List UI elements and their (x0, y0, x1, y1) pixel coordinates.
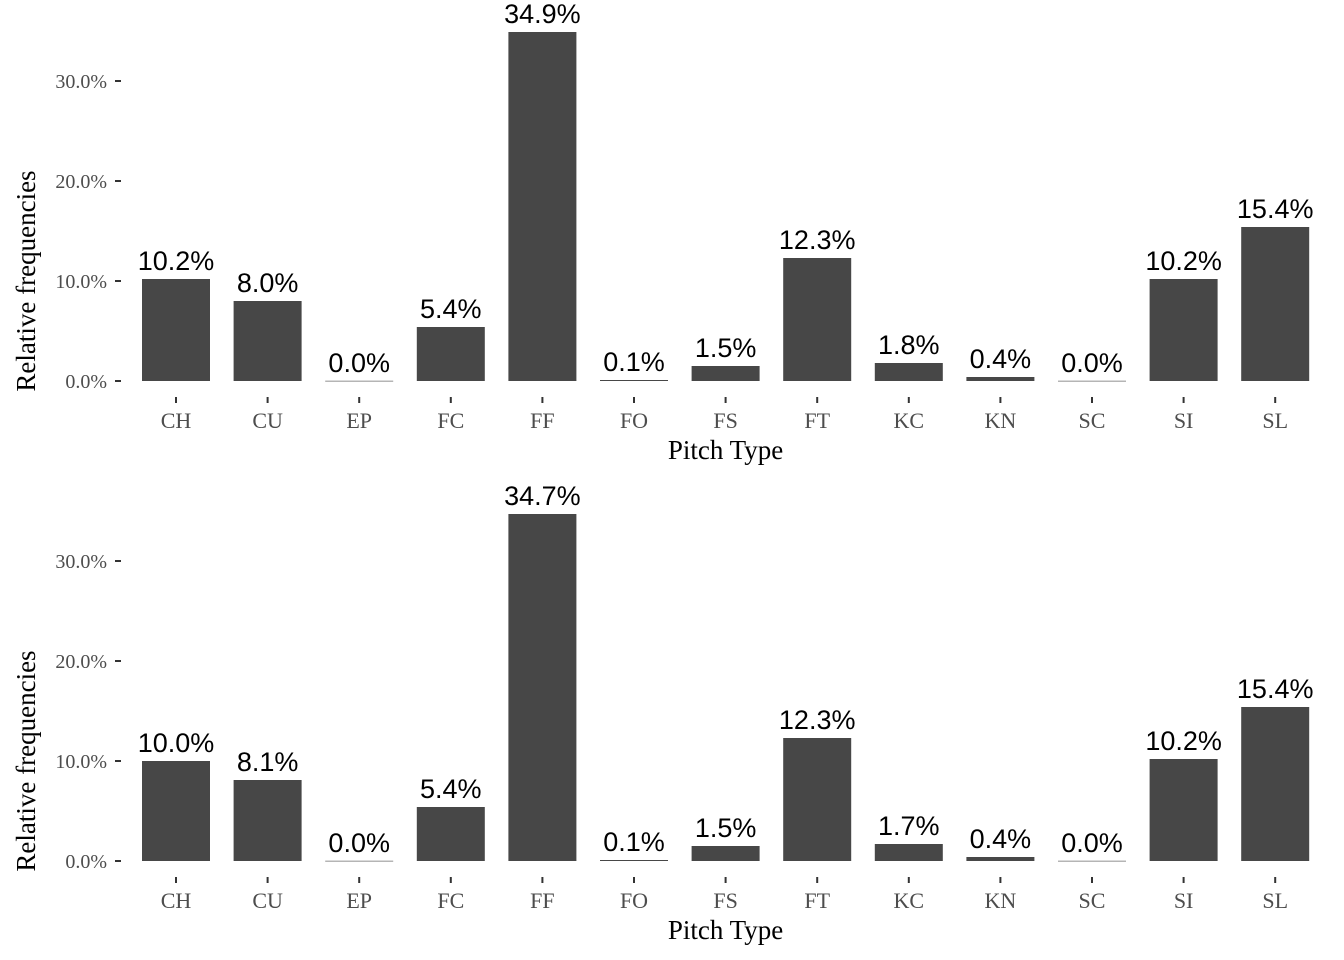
chart-bottom: 0.0% 10.0% 20.0% 30.0% Relative frequencies 1… (11, 481, 1313, 945)
bar-kn (966, 857, 1035, 861)
bar-sl (1241, 227, 1310, 381)
x-tick-label: FT (804, 408, 830, 433)
y-tick-label: 30.0% (55, 71, 107, 93)
data-label-ft: 12.3% (779, 225, 856, 255)
bar-sc (1058, 380, 1126, 382)
bar-cu (233, 780, 302, 861)
y-tick-label: 30.0% (55, 551, 107, 573)
x-tick-label: SL (1262, 888, 1288, 913)
x-tick-label: FT (804, 888, 830, 913)
data-label-si: 10.2% (1145, 726, 1222, 756)
data-label-cu: 8.0% (237, 268, 299, 298)
x-tick-label: KC (894, 888, 925, 913)
x-tick-label: FS (713, 888, 737, 913)
bar-fc (416, 807, 485, 861)
data-label-cu: 8.1% (237, 747, 299, 777)
data-label-sc: 0.0% (1061, 828, 1123, 858)
y-tick-label: 0.0% (65, 371, 107, 393)
data-label-ft: 12.3% (779, 705, 856, 735)
y-axis-title: Relative frequencies (11, 650, 41, 871)
data-label-ep: 0.0% (328, 828, 390, 858)
bar-ep (325, 380, 394, 382)
data-label-si: 10.2% (1145, 246, 1222, 276)
x-axis-title: Pitch Type (668, 435, 783, 465)
x-tick-label: SC (1079, 888, 1106, 913)
x-tick-label: FF (530, 888, 554, 913)
x-tick-label: SC (1079, 408, 1106, 433)
x-tick-label: FC (437, 408, 464, 433)
bar-kc (874, 844, 943, 861)
bar-fc (416, 327, 485, 381)
bar-fo (600, 860, 668, 861)
bar-ft (783, 258, 852, 381)
y-axis-title: Relative frequencies (11, 170, 41, 391)
x-tick-label: FO (620, 408, 648, 433)
x-tick-label: FF (530, 408, 554, 433)
x-tick-label: FS (713, 408, 737, 433)
y-tick-label: 10.0% (55, 751, 107, 773)
y-tick-label: 0.0% (65, 851, 107, 873)
x-tick-label: SI (1174, 408, 1194, 433)
y-tick-label: 20.0% (55, 171, 107, 193)
bar-si (1149, 759, 1218, 861)
data-label-ff: 34.7% (504, 481, 581, 511)
bar-ch (142, 761, 210, 861)
bar-fs (691, 846, 760, 861)
x-tick-label: SI (1174, 888, 1194, 913)
bar-si (1149, 279, 1218, 381)
chart-top: 0.0% 10.0% 20.0% 30.0% Relative frequencies 1… (11, 0, 1313, 465)
data-label-fs: 1.5% (695, 333, 757, 363)
bar-ft (783, 738, 852, 861)
data-label-fo: 0.1% (603, 827, 665, 857)
bar-sc (1058, 860, 1126, 862)
data-label-ff: 34.9% (504, 0, 581, 29)
data-label-kn: 0.4% (970, 824, 1032, 854)
bar-ep (325, 860, 394, 862)
x-tick-label: CU (252, 408, 283, 433)
x-tick-label: KC (894, 408, 925, 433)
data-label-kc: 1.7% (878, 811, 940, 841)
data-label-kc: 1.8% (878, 330, 940, 360)
data-label-ch: 10.0% (138, 728, 215, 758)
bar-ff (508, 514, 577, 861)
bar-ch (142, 279, 210, 381)
y-tick-label: 20.0% (55, 651, 107, 673)
x-tick-label: FO (620, 888, 648, 913)
x-tick-label: CH (161, 888, 192, 913)
x-tick-label: EP (346, 888, 372, 913)
x-tick-label: CH (161, 408, 192, 433)
x-tick-label: KN (985, 408, 1017, 433)
data-label-sl: 15.4% (1237, 674, 1314, 704)
data-label-fs: 1.5% (695, 813, 757, 843)
bar-cu (233, 301, 302, 381)
x-tick-label: FC (437, 888, 464, 913)
bar-fo (600, 380, 668, 381)
data-label-fo: 0.1% (603, 347, 665, 377)
x-tick-label: CU (252, 888, 283, 913)
data-label-ch: 10.2% (138, 246, 215, 276)
y-tick-label: 10.0% (55, 271, 107, 293)
x-tick-label: SL (1262, 408, 1288, 433)
bar-kn (966, 377, 1035, 381)
bar-ff (508, 32, 577, 381)
bar-fs (691, 366, 760, 381)
x-axis-title: Pitch Type (668, 915, 783, 945)
data-label-fc: 5.4% (420, 774, 482, 804)
data-label-sl: 15.4% (1237, 194, 1314, 224)
data-label-kn: 0.4% (970, 344, 1032, 374)
x-tick-label: KN (985, 888, 1017, 913)
data-label-ep: 0.0% (328, 348, 390, 378)
bar-sl (1241, 707, 1310, 861)
data-label-sc: 0.0% (1061, 348, 1123, 378)
data-label-fc: 5.4% (420, 294, 482, 324)
x-tick-label: EP (346, 408, 372, 433)
bar-kc (874, 363, 943, 381)
